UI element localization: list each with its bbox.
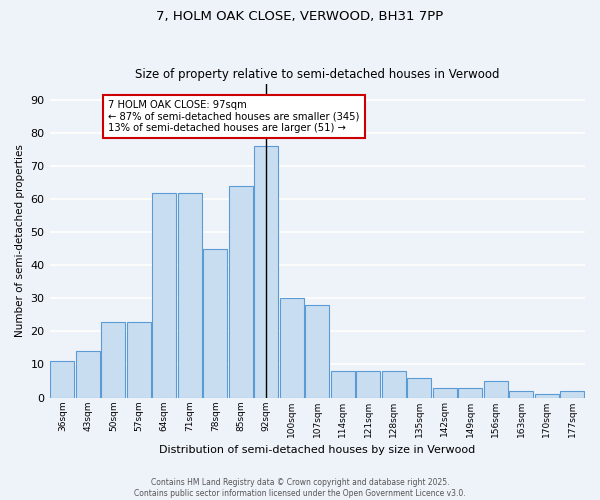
- Bar: [229, 186, 253, 398]
- Bar: [305, 305, 329, 398]
- Text: 7, HOLM OAK CLOSE, VERWOOD, BH31 7PP: 7, HOLM OAK CLOSE, VERWOOD, BH31 7PP: [157, 10, 443, 23]
- Bar: [127, 322, 151, 398]
- Bar: [254, 146, 278, 398]
- Bar: [535, 394, 559, 398]
- Bar: [407, 378, 431, 398]
- Bar: [458, 388, 482, 398]
- Bar: [280, 298, 304, 398]
- Bar: [101, 322, 125, 398]
- X-axis label: Distribution of semi-detached houses by size in Verwood: Distribution of semi-detached houses by …: [159, 445, 475, 455]
- Text: Contains HM Land Registry data © Crown copyright and database right 2025.
Contai: Contains HM Land Registry data © Crown c…: [134, 478, 466, 498]
- Bar: [433, 388, 457, 398]
- Bar: [203, 249, 227, 398]
- Bar: [509, 391, 533, 398]
- Bar: [382, 371, 406, 398]
- Text: 7 HOLM OAK CLOSE: 97sqm
← 87% of semi-detached houses are smaller (345)
13% of s: 7 HOLM OAK CLOSE: 97sqm ← 87% of semi-de…: [108, 100, 359, 134]
- Bar: [484, 381, 508, 398]
- Bar: [50, 361, 74, 398]
- Title: Size of property relative to semi-detached houses in Verwood: Size of property relative to semi-detach…: [135, 68, 500, 81]
- Bar: [356, 371, 380, 398]
- Bar: [560, 391, 584, 398]
- Bar: [76, 351, 100, 398]
- Bar: [178, 192, 202, 398]
- Bar: [152, 192, 176, 398]
- Bar: [331, 371, 355, 398]
- Y-axis label: Number of semi-detached properties: Number of semi-detached properties: [15, 144, 25, 337]
